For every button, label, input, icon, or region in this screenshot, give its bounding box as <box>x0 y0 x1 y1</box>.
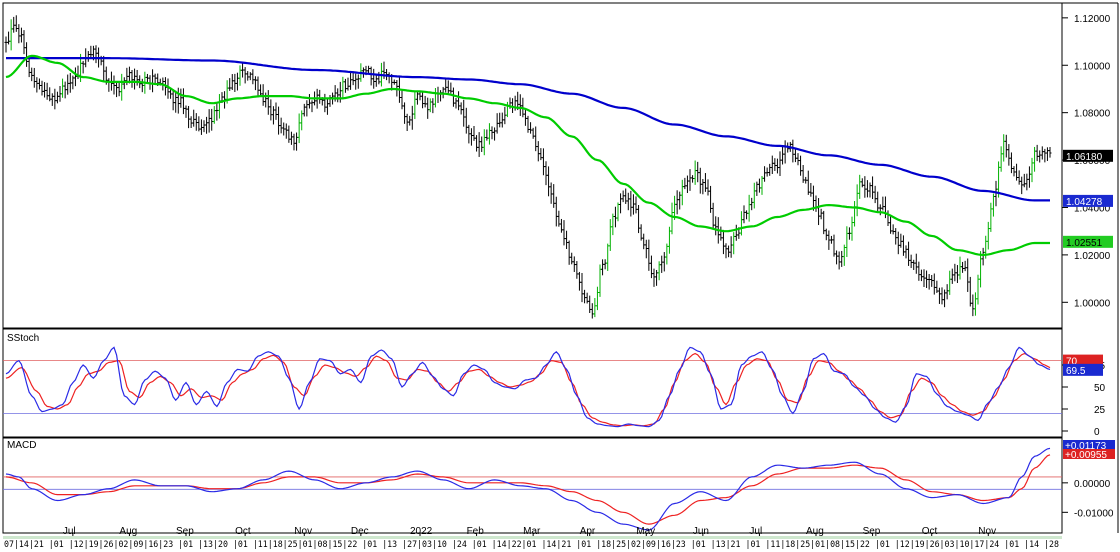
macd-badge <box>1063 440 1115 450</box>
month-label: Feb <box>467 526 485 537</box>
price-tick-label: 1.12000 <box>1074 14 1111 25</box>
stoch-tick-label: 0 <box>1094 427 1100 438</box>
month-label: Dec <box>351 526 369 537</box>
month-label: Nov <box>978 526 996 537</box>
price-badge-label: 1.04278 <box>1066 197 1103 208</box>
stoch-panel <box>2 328 1063 438</box>
macd-line <box>5 447 1051 531</box>
month-label: Aug <box>806 526 824 537</box>
stoch-tick-label: 50 <box>1094 383 1106 394</box>
month-label: Sep <box>176 526 194 537</box>
price-tick-label: 1.08000 <box>1074 109 1111 120</box>
stoch-title: SStoch <box>7 333 39 344</box>
month-label: Jul <box>63 526 76 537</box>
month-label: Sep <box>863 526 881 537</box>
price-badge <box>1063 194 1113 207</box>
month-label: Apr <box>580 526 596 537</box>
macd-badge-label: +0.00955 <box>1065 450 1107 461</box>
month-label: May <box>636 526 655 537</box>
macd-title: MACD <box>7 440 36 451</box>
month-label: Aug <box>119 526 137 537</box>
month-labels: Jul Aug Sep Oct Nov Dec 2022 Feb Mar Apr May Jun Jul… <box>63 526 996 537</box>
price-badge <box>1063 149 1113 162</box>
stoch-badge <box>1063 354 1103 367</box>
price-badge-label: 1.06180 <box>1066 152 1103 163</box>
month-label: Oct <box>235 526 251 537</box>
price-tick-label: 1.02000 <box>1074 251 1111 262</box>
price-tick-label: 1.00000 <box>1074 298 1111 309</box>
stoch-reference-lines <box>3 360 1062 414</box>
macd-badges: +0.01173+0.00955 <box>1063 440 1115 461</box>
month-label: Jun <box>693 526 709 537</box>
stoch-tick-label: 25 <box>1094 405 1106 416</box>
month-label: Jul <box>749 526 762 537</box>
day-labels: 07|14|21 |01 |12|19|26|02|09|16|23 |01 |… <box>4 540 1059 550</box>
stoch-badge-label: 70 <box>1066 357 1078 368</box>
price-badges: 1.06180 1.04278 1.02551 <box>1063 149 1113 249</box>
stoch-badge-label: 69.5 <box>1066 366 1086 377</box>
month-label: Nov <box>294 526 312 537</box>
macd-axis: 0.00000 -0.01000 <box>1062 479 1114 519</box>
month-label: Mar <box>523 526 541 537</box>
macd-tick-label: -0.01000 <box>1074 508 1114 519</box>
stoch-k-line <box>5 346 1051 428</box>
time-band <box>3 536 1062 539</box>
moving-average-lines <box>5 54 1050 257</box>
month-label: 2022 <box>410 526 433 537</box>
price-badge-label: 1.02551 <box>1066 238 1103 249</box>
time-axis: Jul Aug Sep Oct Nov Dec 2022 Feb Mar Apr May Jun Jul… <box>3 526 1062 550</box>
macd-tick-label: 0.00000 <box>1074 479 1111 490</box>
stoch-lines <box>5 346 1051 428</box>
macd-badge <box>1063 449 1115 459</box>
stoch-badge <box>1063 363 1103 376</box>
macd-badge-label: +0.01173 <box>1065 441 1107 452</box>
price-tick-label: 1.10000 <box>1074 61 1111 72</box>
ma-slow-line <box>6 57 1050 202</box>
macd-lines <box>5 447 1051 531</box>
month-label: Oct <box>922 526 938 537</box>
ma-fast-line <box>5 54 1050 257</box>
macd-reference-lines <box>3 476 1062 490</box>
stoch-d-line <box>5 352 1051 427</box>
price-badge <box>1063 235 1113 248</box>
price-tick-label: 1.04000 <box>1074 203 1111 214</box>
